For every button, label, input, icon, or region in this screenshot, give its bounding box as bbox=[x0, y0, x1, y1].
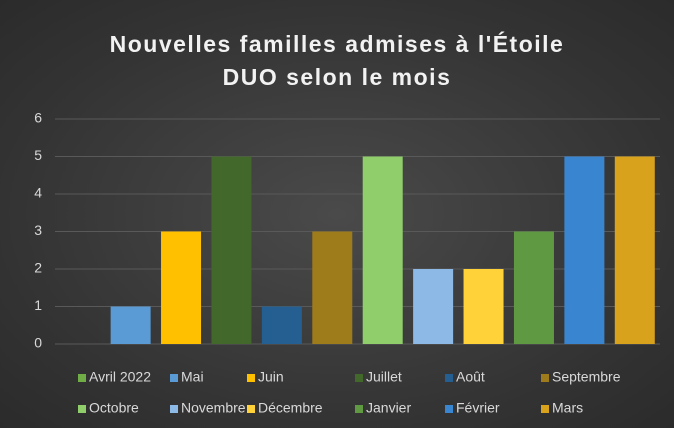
y-tick-label: 3 bbox=[34, 222, 42, 238]
y-tick-label: 0 bbox=[34, 335, 42, 351]
chart-title: Nouvelles familles admises à l'Étoile DU… bbox=[109, 31, 565, 90]
bar bbox=[564, 156, 605, 344]
y-tick-label: 6 bbox=[34, 110, 42, 126]
legend-label: Mars bbox=[552, 400, 583, 416]
legend-swatch bbox=[445, 405, 453, 413]
bar bbox=[413, 269, 454, 344]
bar bbox=[312, 231, 353, 344]
legend-swatch bbox=[247, 374, 255, 382]
y-tick-label: 2 bbox=[34, 260, 42, 276]
bar bbox=[362, 156, 403, 344]
legend-label: Mai bbox=[181, 369, 204, 385]
bar bbox=[463, 269, 504, 344]
legend-label: Avril 2022 bbox=[89, 369, 151, 385]
bar bbox=[161, 231, 202, 344]
legend-label: Novembre bbox=[181, 400, 246, 416]
legend-label: Juillet bbox=[366, 369, 402, 385]
y-tick-label: 1 bbox=[34, 297, 42, 313]
bar bbox=[110, 306, 151, 344]
legend-label: Septembre bbox=[552, 369, 621, 385]
bar bbox=[614, 156, 655, 344]
bar bbox=[261, 306, 302, 344]
legend-swatch bbox=[355, 374, 363, 382]
y-tick-label: 5 bbox=[34, 147, 42, 163]
legend-label: Octobre bbox=[89, 400, 139, 416]
legend-swatch bbox=[445, 374, 453, 382]
legend-label: Décembre bbox=[258, 400, 323, 416]
legend-swatch bbox=[541, 405, 549, 413]
bar bbox=[513, 231, 554, 344]
legend-swatch bbox=[170, 405, 178, 413]
legend-swatch bbox=[355, 405, 363, 413]
legend-swatch bbox=[247, 405, 255, 413]
legend-swatch bbox=[78, 405, 86, 413]
y-tick-label: 4 bbox=[34, 185, 42, 201]
bar bbox=[211, 156, 252, 344]
legend-swatch bbox=[170, 374, 178, 382]
legend-label: Février bbox=[456, 400, 500, 416]
legend-swatch bbox=[541, 374, 549, 382]
legend-label: Août bbox=[456, 369, 485, 385]
legend-label: Juin bbox=[258, 369, 284, 385]
legend-label: Janvier bbox=[366, 400, 411, 416]
legend-swatch bbox=[78, 374, 86, 382]
